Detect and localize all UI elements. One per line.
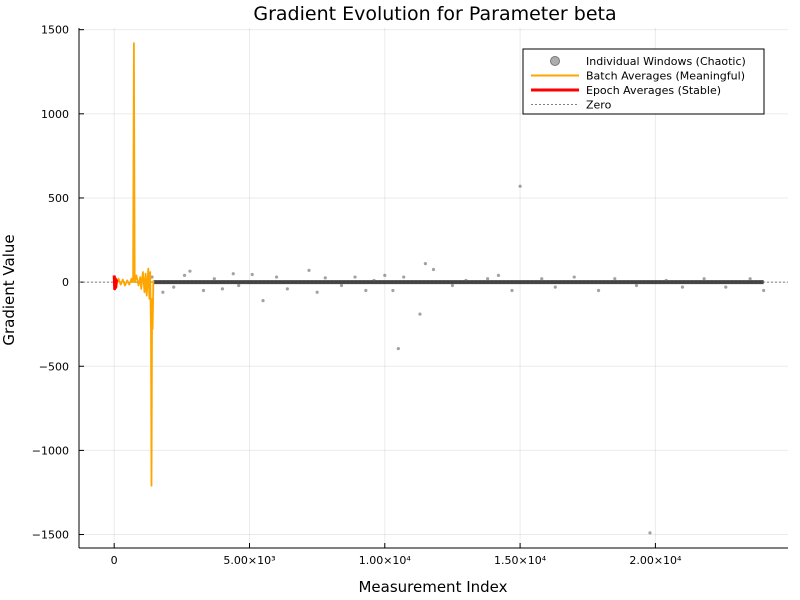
window-point	[396, 346, 400, 351]
window-point	[383, 273, 387, 277]
window-point	[307, 268, 311, 272]
window-point	[372, 278, 376, 283]
y-tick-label: −1000	[32, 444, 69, 457]
epoch-average-line	[112, 275, 119, 291]
window-point	[664, 278, 668, 283]
window-point	[402, 275, 406, 279]
window-point	[496, 273, 501, 277]
y-tick-label: −1500	[32, 529, 69, 542]
legend: Individual Windows (Chaotic) Batch Averag…	[522, 48, 765, 115]
window-point	[702, 277, 706, 281]
window-point	[182, 273, 187, 277]
window-point	[450, 283, 455, 288]
y-axis-label: Gradient Value	[0, 234, 18, 345]
window-point	[353, 275, 357, 279]
window-point	[161, 290, 165, 294]
y-tick-label: −500	[39, 360, 69, 373]
legend-marker-windows	[550, 56, 560, 66]
legend-label: Zero	[586, 99, 612, 112]
window-point	[261, 299, 265, 303]
window-point	[364, 288, 368, 293]
window-point	[724, 285, 728, 289]
window-point	[423, 261, 427, 266]
window-point	[510, 288, 514, 293]
y-tick-label: 500	[48, 192, 69, 205]
window-point	[172, 285, 176, 289]
x-tick-label: 1.50×10⁴	[494, 554, 547, 567]
window-point	[540, 277, 544, 281]
window-point	[518, 184, 522, 188]
y-tick-label: 0	[62, 276, 69, 289]
window-point	[762, 288, 766, 293]
x-tick-label: 0	[111, 554, 118, 567]
window-point	[323, 276, 327, 280]
window-point	[212, 277, 216, 281]
window-point	[315, 290, 319, 294]
window-point	[596, 288, 601, 293]
legend-label: Batch Averages (Meaningful)	[586, 70, 745, 83]
batch-average-line	[113, 42, 155, 487]
window-point	[339, 283, 344, 288]
legend-label: Epoch Averages (Stable)	[586, 84, 721, 97]
window-point	[748, 277, 752, 281]
window-point	[613, 277, 617, 281]
x-tick-label: 5.00×10³	[223, 554, 275, 567]
window-point	[418, 312, 422, 316]
plot-area: 0 5.00×10³ 1.00×10⁴ 1.50×10⁴ 2.00×10⁴ 1500 100…	[32, 24, 788, 567]
chart-title: Gradient Evolution for Parameter beta	[253, 3, 616, 25]
window-point	[634, 283, 639, 288]
window-point	[486, 277, 490, 281]
window-point	[188, 269, 192, 273]
legend-box	[522, 48, 765, 115]
window-point	[150, 275, 154, 279]
x-tick-label: 2.00×10⁴	[629, 554, 682, 567]
window-point	[220, 287, 225, 291]
x-tick-label: 1.00×10⁴	[359, 554, 412, 567]
window-point	[391, 288, 395, 293]
x-axis-label: Measurement Index	[358, 578, 507, 596]
window-point	[237, 283, 241, 288]
window-point	[572, 275, 576, 279]
window-point	[553, 285, 557, 289]
window-point	[231, 272, 235, 276]
y-tick-label: 1500	[41, 24, 69, 37]
window-point	[274, 275, 279, 279]
window-point	[464, 278, 468, 283]
window-point	[201, 288, 206, 293]
window-point	[285, 287, 289, 291]
y-tick-label: 1000	[41, 108, 69, 121]
window-point	[680, 285, 685, 289]
legend-label: Individual Windows (Chaotic)	[586, 55, 746, 68]
window-point	[250, 272, 254, 277]
window-point	[648, 531, 652, 535]
window-point	[431, 267, 436, 272]
